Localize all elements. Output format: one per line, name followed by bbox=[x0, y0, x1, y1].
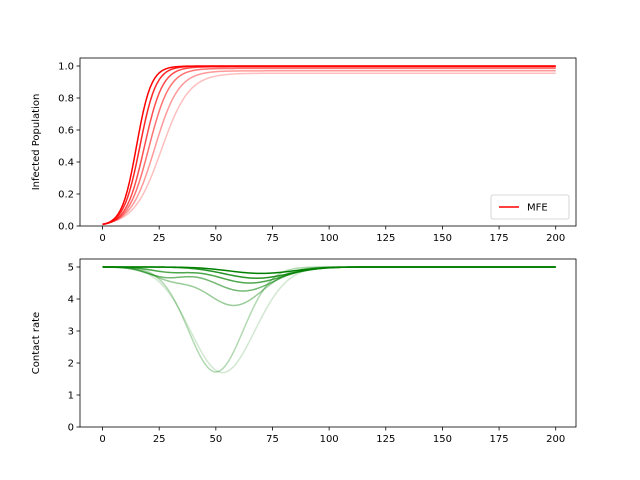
y-tick-label: 0.0 bbox=[58, 222, 74, 233]
series-line-5 bbox=[102, 72, 556, 225]
contact-rate-panel: 0 25 50 75 100 125 150 175 200 0 1 2 3 4 5 Contact rate bbox=[31, 258, 577, 445]
y-tick-label: 0 bbox=[68, 423, 74, 434]
infected-population-panel: 0 25 50 75 100 125 150 175 200 0.0 0.2 0.4 0.6 0.8 1.0… bbox=[31, 57, 577, 244]
x-tick-label: 125 bbox=[376, 434, 395, 445]
x-tick-label: 0 bbox=[99, 233, 105, 244]
x-tick-label: 100 bbox=[320, 434, 339, 445]
series-line-4 bbox=[102, 70, 556, 225]
legend: MFE bbox=[490, 194, 570, 220]
x-tick-label: 50 bbox=[209, 233, 222, 244]
y-tick-label: 3 bbox=[68, 327, 74, 338]
y-tick-label: 0.2 bbox=[58, 190, 74, 201]
y-tick-label: 0.8 bbox=[58, 94, 74, 105]
y-tick-label: 1 bbox=[68, 391, 74, 402]
x-tick-label: 100 bbox=[320, 233, 339, 244]
x-tick-label: 150 bbox=[433, 233, 452, 244]
y-axis-label: Infected Population bbox=[31, 94, 42, 191]
y-tick-label: 5 bbox=[68, 263, 74, 274]
y-tick-label: 1.0 bbox=[58, 62, 74, 73]
y-axis-label: Contact rate bbox=[31, 312, 42, 374]
x-tick-label: 200 bbox=[546, 233, 565, 244]
x-tick-label: 75 bbox=[266, 434, 279, 445]
x-tick-label: 175 bbox=[490, 434, 509, 445]
x-tick-label: 175 bbox=[490, 233, 509, 244]
x-tick-label: 25 bbox=[153, 233, 166, 244]
series-lines bbox=[102, 65, 556, 226]
series-line-0 bbox=[102, 65, 556, 226]
legend-label: MFE bbox=[527, 203, 548, 214]
x-tick-label: 75 bbox=[266, 233, 279, 244]
x-tick-label: 50 bbox=[209, 434, 222, 445]
y-tick-label: 4 bbox=[68, 295, 74, 306]
x-tick-label: 150 bbox=[433, 434, 452, 445]
x-tick-label: 200 bbox=[546, 434, 565, 445]
series-line-3 bbox=[102, 67, 556, 226]
axes-frame bbox=[79, 258, 577, 428]
x-tick-label: 25 bbox=[153, 434, 166, 445]
series-line-0 bbox=[102, 266, 556, 275]
y-tick-label: 0.6 bbox=[58, 126, 74, 137]
x-tick-label: 0 bbox=[99, 434, 105, 445]
series-lines bbox=[102, 266, 556, 374]
axes-frame bbox=[79, 57, 577, 227]
x-tick-label: 125 bbox=[376, 233, 395, 244]
y-tick-label: 0.4 bbox=[58, 158, 74, 169]
y-tick-label: 2 bbox=[68, 359, 74, 370]
legend-box bbox=[490, 194, 570, 220]
